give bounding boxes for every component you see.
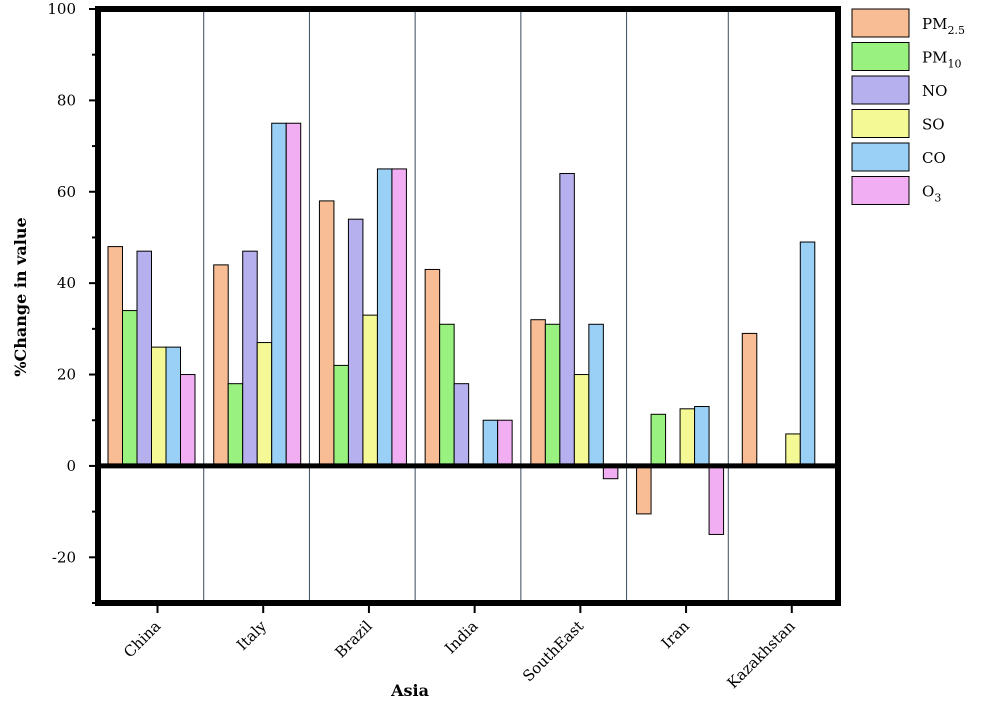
bar-pm25-kazakhstan <box>741 332 758 467</box>
y-axis-title: %Change in value <box>11 217 30 376</box>
bar-pm25-brazil <box>318 200 335 467</box>
y-tick-label: 0 <box>66 457 76 475</box>
legend-swatch-pm10 <box>851 42 910 71</box>
x-tick-label-brazil: Brazil <box>331 617 375 661</box>
x-tick-label-kazakhstan: Kazakhstan <box>724 617 799 692</box>
bar-co-italy <box>271 122 287 467</box>
x-tick-label-italy: Italy <box>233 617 270 654</box>
bar-pm10-italy <box>227 383 244 467</box>
bar-pm25-india <box>424 268 441 467</box>
legend-swatch-no <box>851 75 910 105</box>
bar-pm10-brazil <box>333 364 349 467</box>
bar-pm25-southeast <box>530 319 546 467</box>
y-tick-label: 80 <box>57 91 76 109</box>
bar-so-china <box>151 346 167 467</box>
y-tick-label: 20 <box>57 366 76 384</box>
bar-pm10-india <box>439 323 455 467</box>
bar-no-southeast <box>559 172 575 467</box>
x-axis-ticks: China Italy Brazil India SouthEast Iran Kazakh… <box>120 603 799 692</box>
legend-label: O3 <box>922 183 941 205</box>
bar-no-brazil <box>347 218 364 467</box>
x-tick-label-southeast: SouthEast <box>519 617 587 685</box>
bar-co-kazakhstan <box>799 241 816 467</box>
bar-o3-italy <box>285 122 302 467</box>
bar-pm10-china <box>122 310 138 467</box>
legend-swatch-so <box>851 109 910 138</box>
y-axis-ticks: 100 80 60 40 20 0 -20 <box>47 0 98 604</box>
bar-o3-brazil <box>391 168 407 467</box>
y-tick-label: 40 <box>57 274 76 292</box>
bar-so-brazil <box>362 314 378 467</box>
bar-no-china <box>136 250 152 467</box>
legend-label: CO <box>922 149 946 167</box>
legend-label: SO <box>922 116 945 134</box>
bar-so-southeast <box>573 374 590 467</box>
bar-co-southeast <box>588 323 604 467</box>
bar-co-india <box>482 419 499 467</box>
legend-swatch-o3 <box>851 176 910 205</box>
bar-co-china <box>165 346 181 467</box>
bar-pm25-china <box>107 246 123 467</box>
legend-label: NO <box>922 82 947 100</box>
legend-swatch-pm25 <box>851 8 910 38</box>
y-tick-label: 100 <box>47 0 76 18</box>
x-tick-label-china: China <box>120 617 164 661</box>
axes-layer <box>95 6 841 606</box>
legend-swatch-co <box>851 142 910 172</box>
bar-so-kazakhstan <box>785 433 801 467</box>
bars-layer <box>107 122 816 535</box>
bar-pm25-italy <box>213 264 229 467</box>
bar-co-brazil <box>376 168 393 467</box>
bar-co-iran <box>694 406 710 467</box>
bar-no-italy <box>242 250 258 467</box>
bar-o3-iran <box>708 465 725 535</box>
bar-o3-india <box>497 419 513 467</box>
y-tick-label: 60 <box>57 183 76 201</box>
x-tick-label-india: India <box>441 617 481 657</box>
bar-no-india <box>453 383 470 467</box>
bar-so-iran <box>679 408 696 467</box>
x-tick-label-iran: Iran <box>658 617 693 652</box>
y-tick-label: -20 <box>52 548 76 566</box>
legend-label: PM2.5 <box>922 15 965 37</box>
bar-pm25-iran <box>636 465 652 515</box>
legend-label: PM10 <box>922 49 961 71</box>
bar-so-italy <box>256 342 273 467</box>
x-axis-title: Asia <box>390 681 429 700</box>
legend: PM2.5 PM10 NO SO CO O3 <box>851 8 965 205</box>
bar-pm10-southeast <box>544 323 561 467</box>
bar-o3-china <box>180 374 196 467</box>
category-dividers <box>203 9 729 603</box>
bar-pm10-iran <box>650 413 667 467</box>
